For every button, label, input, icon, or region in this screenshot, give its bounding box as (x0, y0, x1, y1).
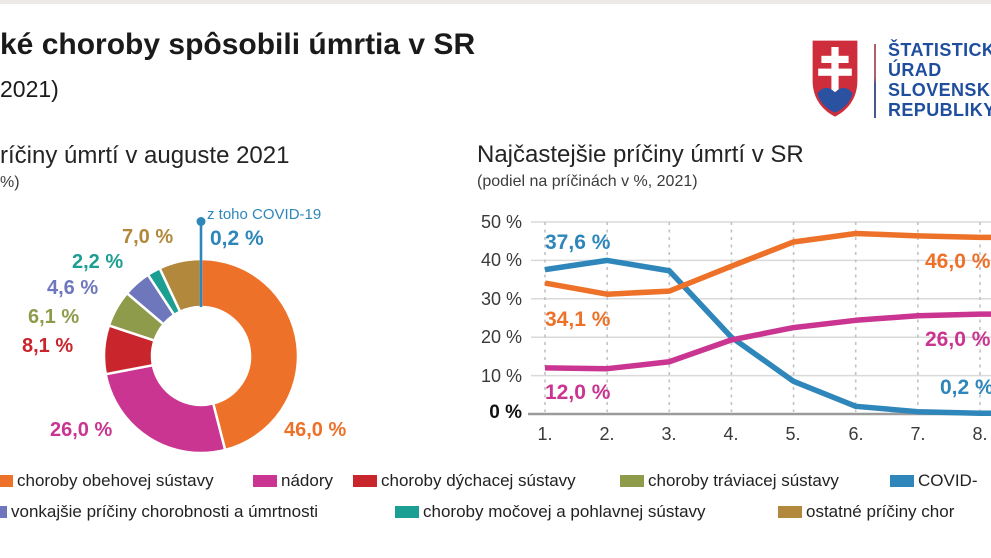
xtick-3: 3. (661, 424, 677, 444)
donut-label-obehove: 46,0 % (284, 419, 347, 441)
window-top-edge (0, 0, 991, 4)
covid-callout-leader (196, 217, 206, 307)
ytick-30: 30 % (480, 289, 522, 309)
line-label-obehove-end: 46,0 % (925, 250, 991, 273)
ytick-40: 40 % (480, 250, 522, 270)
line-label-covid-end: 0,2 % (940, 376, 991, 399)
logo-line-2: ÚRAD (888, 60, 942, 80)
legend-swatch-dychacie (353, 475, 377, 487)
donut-label-vonkajsie: 4,6 % (47, 277, 99, 299)
donut-label-nadory: 26,0 % (50, 419, 113, 441)
slovak-coat-of-arms-icon (812, 40, 858, 117)
legend-swatch-nadory (253, 475, 277, 487)
logo-divider (874, 44, 876, 118)
donut-label-traviace: 6,1 % (28, 306, 80, 328)
logo-wordmark: ŠTATISTICK ÚRAD SLOVENSK REPUBLIKY (888, 40, 991, 120)
donut-label-dychacie: 8,1 % (22, 335, 74, 357)
line-label-nadory-start: 12,0 % (545, 381, 611, 404)
line-label-obehove-start: 34,1 % (545, 308, 611, 331)
legend-swatch-covid (890, 475, 914, 487)
legend-swatch-traviace (620, 475, 644, 487)
legend-item-traviace: choroby tráviacej sústavy (620, 471, 839, 491)
xtick-4: 4. (723, 424, 739, 444)
legend-swatch-obehove (0, 475, 13, 487)
line-label-covid-start: 37,6 % (545, 231, 611, 254)
legend-swatch-vonkajsie (0, 506, 7, 518)
logo-line-3: SLOVENSK (888, 80, 991, 100)
line-chart-series (544, 230, 991, 416)
covid-callout-label: z toho COVID-19 (207, 206, 322, 223)
ytick-50: 50 % (480, 212, 522, 232)
legend-swatch-mocove (395, 506, 419, 518)
legend-item-mocove: choroby močovej a pohlavnej sústavy (395, 502, 706, 522)
legend-item-obehove: choroby obehovej sústavy (0, 471, 214, 491)
xtick-1: 1. (537, 424, 553, 444)
page-subtitle: 2021) (0, 76, 59, 102)
logo-line-4: REPUBLIKY (888, 100, 991, 120)
xtick-6: 6. (848, 424, 864, 444)
donut-chart-title: ríčiny úmrtí v auguste 2021 (0, 142, 290, 169)
line-label-nadory-end: 26,0 % (925, 328, 991, 351)
logo-line-1: ŠTATISTICK (888, 40, 991, 60)
legend-item-nadory: nádory (253, 471, 333, 491)
donut-label-ostatne: 7,0 % (122, 226, 174, 248)
line-chart-title: Najčastejšie príčiny úmrtí v SR (477, 141, 804, 168)
ytick-20: 20 % (480, 327, 522, 347)
donut-chart (102, 257, 300, 455)
legend-swatch-ostatne (778, 506, 802, 518)
ytick-10: 10 % (480, 366, 522, 386)
page-title: ké choroby spôsobili úmrtia v SR (0, 28, 476, 61)
legend-item-vonkajsie: vonkajšie príčiny chorobnosti a úmrtnost… (0, 502, 318, 522)
donut-chart-subtitle: %) (0, 174, 20, 191)
ytick-0: 0 % (489, 402, 522, 423)
line-chart-subtitle: (podiel na príčinách v %, 2021) (477, 173, 698, 190)
xtick-2: 2. (599, 424, 615, 444)
xtick-7: 7. (910, 424, 926, 444)
donut-label-mocove: 2,2 % (72, 251, 124, 273)
xtick-5: 5. (785, 424, 801, 444)
legend-item-ostatne: ostatné príčiny chor (778, 502, 954, 522)
covid-callout-value: 0,2 % (210, 227, 264, 250)
xtick-8: 8. (972, 424, 988, 444)
legend-item-dychacie: choroby dýchacej sústavy (353, 471, 576, 491)
legend-item-covid: COVID- (890, 471, 978, 491)
